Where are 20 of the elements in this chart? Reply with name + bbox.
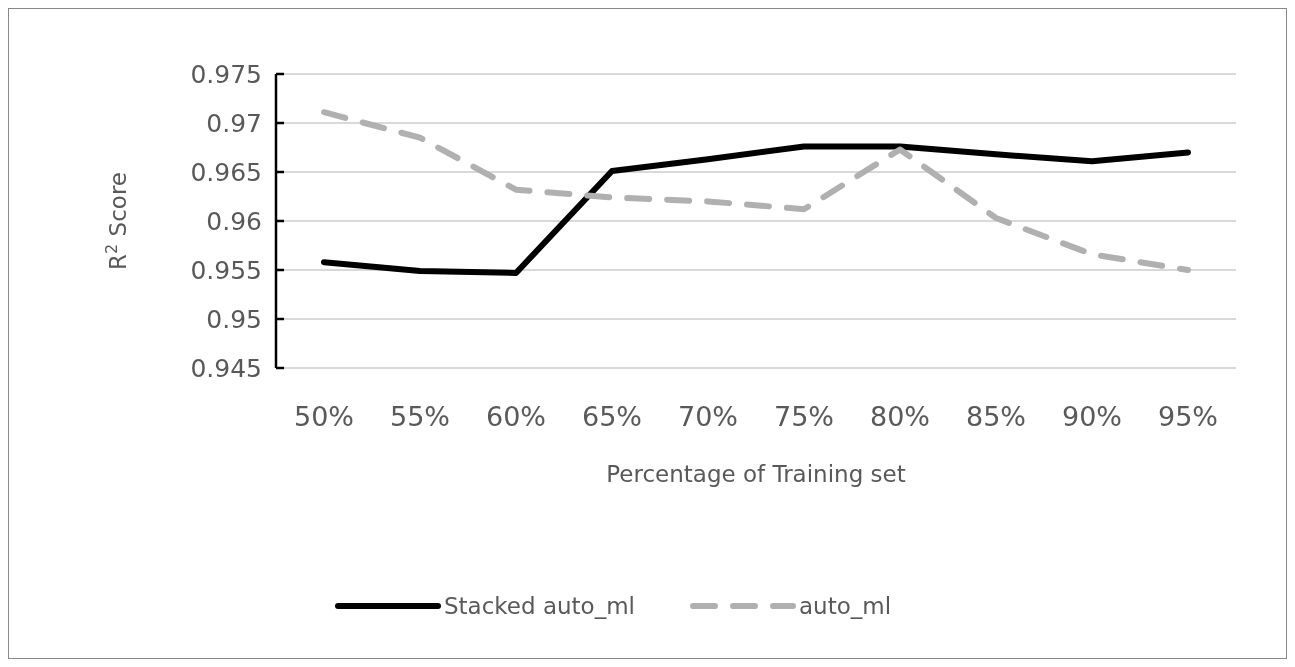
y-tick-label: 0.965: [190, 157, 262, 187]
y-tick-label: 0.955: [190, 255, 262, 285]
legend-label: Stacked auto_ml: [444, 593, 635, 620]
x-tick-label: 60%: [485, 401, 547, 432]
y-tick-label: 0.945: [190, 353, 262, 383]
x-tick-label: 50%: [293, 401, 355, 432]
x-tick-label: 95%: [1157, 401, 1219, 432]
y-tick-label: 0.97: [206, 108, 262, 138]
x-tick-label: 85%: [965, 401, 1027, 432]
x-axis-title: Percentage of Training set: [606, 461, 906, 487]
x-tick-label: 75%: [773, 401, 835, 432]
x-tick-label: 55%: [389, 401, 451, 432]
x-tick-label: 80%: [869, 401, 931, 432]
x-tick-label: 70%: [677, 401, 739, 432]
x-tick-label: 90%: [1061, 401, 1123, 432]
x-tick-label: 65%: [581, 401, 643, 432]
y-tick-label: 0.96: [206, 206, 262, 236]
legend-label: auto_ml: [799, 593, 892, 620]
y-tick-label: 0.95: [206, 304, 262, 334]
y-tick-label: 0.975: [190, 59, 262, 89]
